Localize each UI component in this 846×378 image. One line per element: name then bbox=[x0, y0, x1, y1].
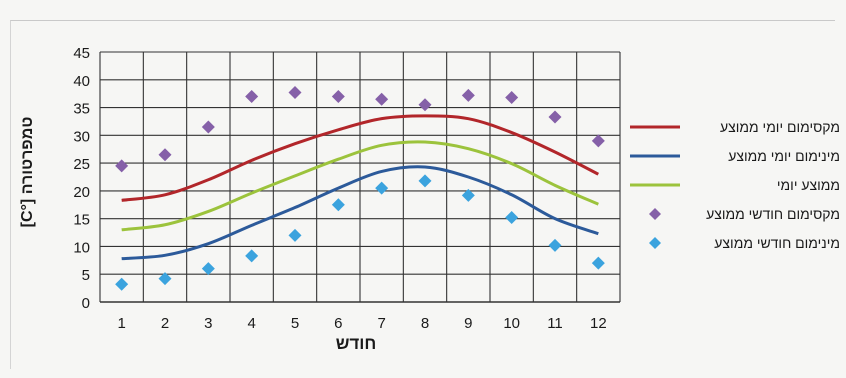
y-tick-label: 20 bbox=[73, 184, 90, 201]
x-tick-label: 5 bbox=[291, 315, 299, 332]
y-tick-label: 0 bbox=[82, 295, 90, 312]
series-line-0 bbox=[121, 114, 600, 202]
x-tick-label: 6 bbox=[334, 315, 342, 332]
data-point-series-4 bbox=[548, 238, 562, 252]
y-tick-label: 5 bbox=[82, 267, 90, 284]
data-point-series-4 bbox=[245, 249, 259, 263]
grid-layer bbox=[99, 51, 621, 303]
data-point-series-3 bbox=[461, 88, 475, 102]
x-tick-label: 7 bbox=[377, 315, 385, 332]
data-point-series-4 bbox=[201, 262, 215, 276]
legend: מקסימום יומי ממוצע מינימום יומי ממוצע ממוצ… bbox=[630, 119, 840, 251]
data-point-series-3 bbox=[245, 89, 259, 103]
data-point-series-4 bbox=[375, 181, 389, 195]
y-tick-label: 15 bbox=[73, 212, 90, 229]
y-tick-label: 10 bbox=[73, 239, 90, 256]
legend-label-0: מקסימום יומי ממוצע bbox=[720, 119, 840, 135]
x-axis-label: חודש bbox=[336, 334, 377, 353]
y-tick-label: 25 bbox=[73, 156, 90, 173]
data-point-series-4 bbox=[461, 188, 475, 202]
y-tick-label: 45 bbox=[73, 45, 90, 62]
legend-label-2: ממוצע יומי bbox=[777, 177, 840, 193]
data-point-series-4 bbox=[591, 256, 605, 270]
x-tick-labels: 1 2 3 4 5 6 7 8 9 10 11 12 bbox=[117, 315, 606, 332]
legend-label-1: מינימום יומי ממוצע bbox=[728, 148, 840, 164]
data-point-series-3 bbox=[375, 92, 389, 106]
data-point-series-3 bbox=[158, 148, 172, 162]
legend-label-3: מקסימום חודשי ממוצע bbox=[706, 206, 840, 222]
data-point-series-3 bbox=[331, 89, 345, 103]
y-axis-label: טמפרטורה [°C] bbox=[19, 117, 36, 228]
x-tick-label: 2 bbox=[161, 315, 169, 332]
x-tick-label: 8 bbox=[421, 315, 429, 332]
legend-swatch-3 bbox=[649, 208, 661, 220]
x-tick-label: 10 bbox=[503, 315, 520, 332]
x-tick-label: 9 bbox=[464, 315, 472, 332]
data-point-series-4 bbox=[418, 174, 432, 188]
data-point-series-4 bbox=[331, 198, 345, 212]
legend-swatch-4 bbox=[649, 237, 661, 249]
data-point-series-3 bbox=[115, 159, 129, 173]
x-tick-label: 12 bbox=[590, 315, 607, 332]
series-layer bbox=[115, 86, 605, 291]
data-point-series-4 bbox=[115, 277, 129, 291]
data-point-series-3 bbox=[201, 120, 215, 134]
series-line-2 bbox=[121, 140, 599, 232]
data-point-series-3 bbox=[288, 86, 302, 100]
data-point-series-3 bbox=[548, 110, 562, 124]
data-point-series-4 bbox=[505, 211, 519, 225]
data-point-series-3 bbox=[418, 98, 432, 112]
y-tick-labels: 0 5 10 15 20 25 30 35 40 45 bbox=[73, 45, 90, 312]
series-line-1 bbox=[121, 165, 599, 261]
data-point-series-4 bbox=[288, 228, 302, 242]
y-tick-label: 30 bbox=[73, 128, 90, 145]
x-tick-label: 11 bbox=[547, 315, 563, 332]
y-tick-label: 40 bbox=[73, 73, 90, 90]
x-tick-label: 3 bbox=[204, 315, 212, 332]
chart-frame bbox=[10, 20, 835, 369]
data-point-series-3 bbox=[591, 134, 605, 148]
y-tick-label: 35 bbox=[73, 101, 90, 118]
legend-label-4: מינימום חודשי ממוצע bbox=[714, 235, 840, 251]
data-point-series-4 bbox=[158, 272, 172, 286]
x-tick-label: 4 bbox=[247, 315, 255, 332]
x-tick-label: 1 bbox=[117, 315, 125, 332]
data-point-series-3 bbox=[505, 91, 519, 105]
